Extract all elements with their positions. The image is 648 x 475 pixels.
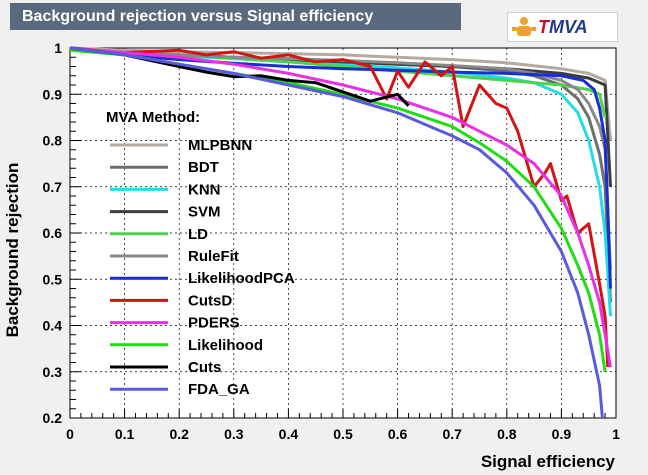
legend-label: SVM	[188, 204, 221, 221]
curve-cutsd	[124, 48, 610, 368]
legend-label: KNN	[188, 181, 221, 198]
legend-label: LD	[188, 226, 208, 243]
tmva-logo-icon	[512, 17, 536, 36]
x-tick-label: 0.2	[169, 426, 189, 442]
curve-fda-ga	[69, 46, 604, 419]
curves	[69, 46, 612, 419]
legend-label: BDT	[188, 159, 219, 176]
legend-label: MLPBNN	[188, 137, 252, 154]
x-tick-label: 0.8	[497, 426, 517, 442]
x-tick-label: 1	[612, 426, 620, 442]
tmva-logo: TMVA	[507, 12, 618, 42]
chart-title: Background rejection versus Signal effic…	[10, 3, 461, 30]
y-tick-label: 0.4	[43, 318, 63, 334]
legend-label: Cuts	[188, 359, 221, 376]
x-tick-label: 0.5	[333, 426, 353, 442]
legend-label: RuleFit	[188, 248, 239, 265]
legend-title: MVA Method:	[106, 109, 200, 126]
tmva-logo-text: TMVA	[538, 17, 588, 37]
y-tick-label: 1	[54, 40, 62, 56]
legend-label: Likelihood	[188, 337, 263, 354]
x-tick-label: 0.7	[442, 426, 462, 442]
x-tick-label: 0.3	[224, 426, 244, 442]
legend: MVA Method: MLPBNN BDT KNN SVM LD RuleFit Like…	[106, 109, 295, 398]
curve-pders	[69, 46, 612, 368]
x-tick-label: 0.9	[552, 426, 572, 442]
y-tick-label: 0.7	[43, 179, 63, 195]
y-tick-label: 0.9	[43, 86, 63, 102]
y-tick-label: 0.8	[43, 133, 63, 149]
legend-label: CutsD	[188, 292, 232, 309]
y-axis-label: Background rejection	[3, 163, 22, 338]
x-tick-label: 0.6	[388, 426, 408, 442]
x-tick-label: 0	[66, 426, 74, 442]
x-tick-label: 0.1	[115, 426, 135, 442]
y-tick-label: 0.2	[43, 410, 63, 426]
legend-label: LikelihoodPCA	[188, 270, 295, 287]
x-axis-label: Signal efficiency	[481, 452, 616, 471]
legend-label: PDERS	[188, 315, 240, 332]
legend-label: FDA_GA	[188, 381, 250, 398]
x-tick-label: 0.4	[279, 426, 299, 442]
y-tick-label: 0.3	[43, 364, 63, 380]
axis-ticks: 0 0.1 0.2 0.3 0.4 0.5 0.6 0.7 0.8 0.9 1 0.2 0.3 0.4 0.…	[43, 40, 621, 442]
y-tick-label: 0.5	[43, 271, 63, 287]
curve-cuts	[69, 46, 410, 107]
y-tick-label: 0.6	[43, 225, 63, 241]
